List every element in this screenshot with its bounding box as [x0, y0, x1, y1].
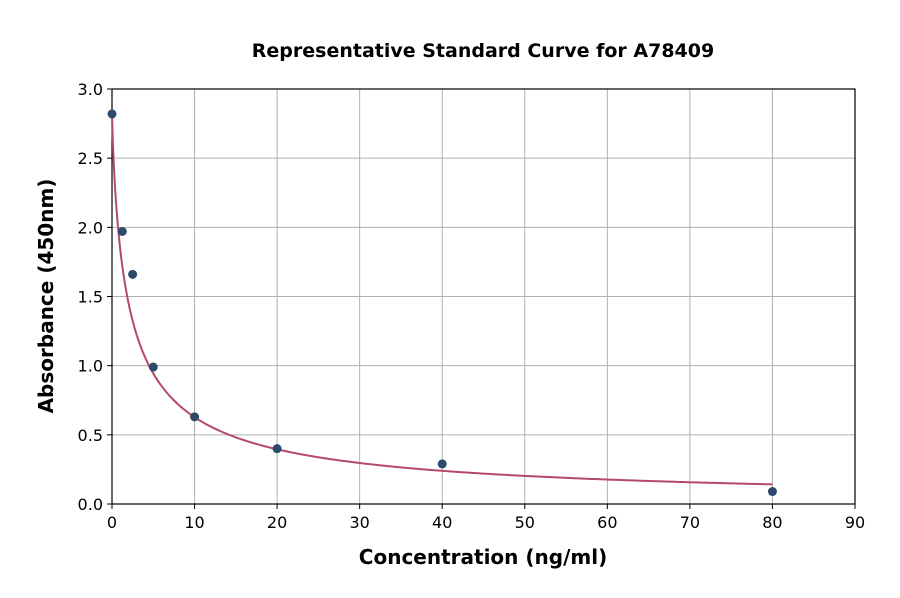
data-point: [107, 109, 117, 119]
x-tick-label: 40: [432, 513, 452, 532]
y-tick-label: 0.0: [78, 495, 103, 514]
grid: [111, 88, 856, 505]
x-tick-label: 70: [680, 513, 700, 532]
y-tick-label: 2.5: [78, 149, 103, 168]
y-tick-label: 1.5: [78, 288, 103, 307]
data-point: [767, 487, 777, 497]
data-point: [117, 226, 127, 236]
x-tick-label: 90: [845, 513, 865, 532]
x-tick-label: 0: [107, 513, 117, 532]
x-axis-label: Concentration (ng/ml): [359, 545, 607, 569]
x-tick-label: 60: [597, 513, 617, 532]
data-points: [107, 109, 777, 497]
chart-title: Representative Standard Curve for A78409: [252, 40, 714, 62]
data-point: [272, 444, 282, 454]
data-point: [148, 362, 158, 372]
y-axis-label: Absorbance (450nm): [34, 179, 58, 414]
x-tick-label: 80: [762, 513, 782, 532]
data-point: [437, 459, 447, 469]
x-tick-label: 10: [184, 513, 204, 532]
y-tick-label: 3.0: [78, 80, 103, 99]
y-tick-label: 1.0: [78, 357, 103, 376]
ticks: 0 10 20 30 40 50 60 70 80 90 0.0 0.5 1.0 1.5 2.0 2.5 3.0: [78, 80, 866, 532]
x-tick-label: 50: [515, 513, 535, 532]
x-tick-label: 20: [267, 513, 287, 532]
data-point: [128, 269, 138, 279]
x-tick-label: 30: [349, 513, 369, 532]
y-tick-label: 2.0: [78, 218, 103, 237]
data-point: [190, 412, 200, 422]
y-tick-label: 0.5: [78, 426, 103, 445]
